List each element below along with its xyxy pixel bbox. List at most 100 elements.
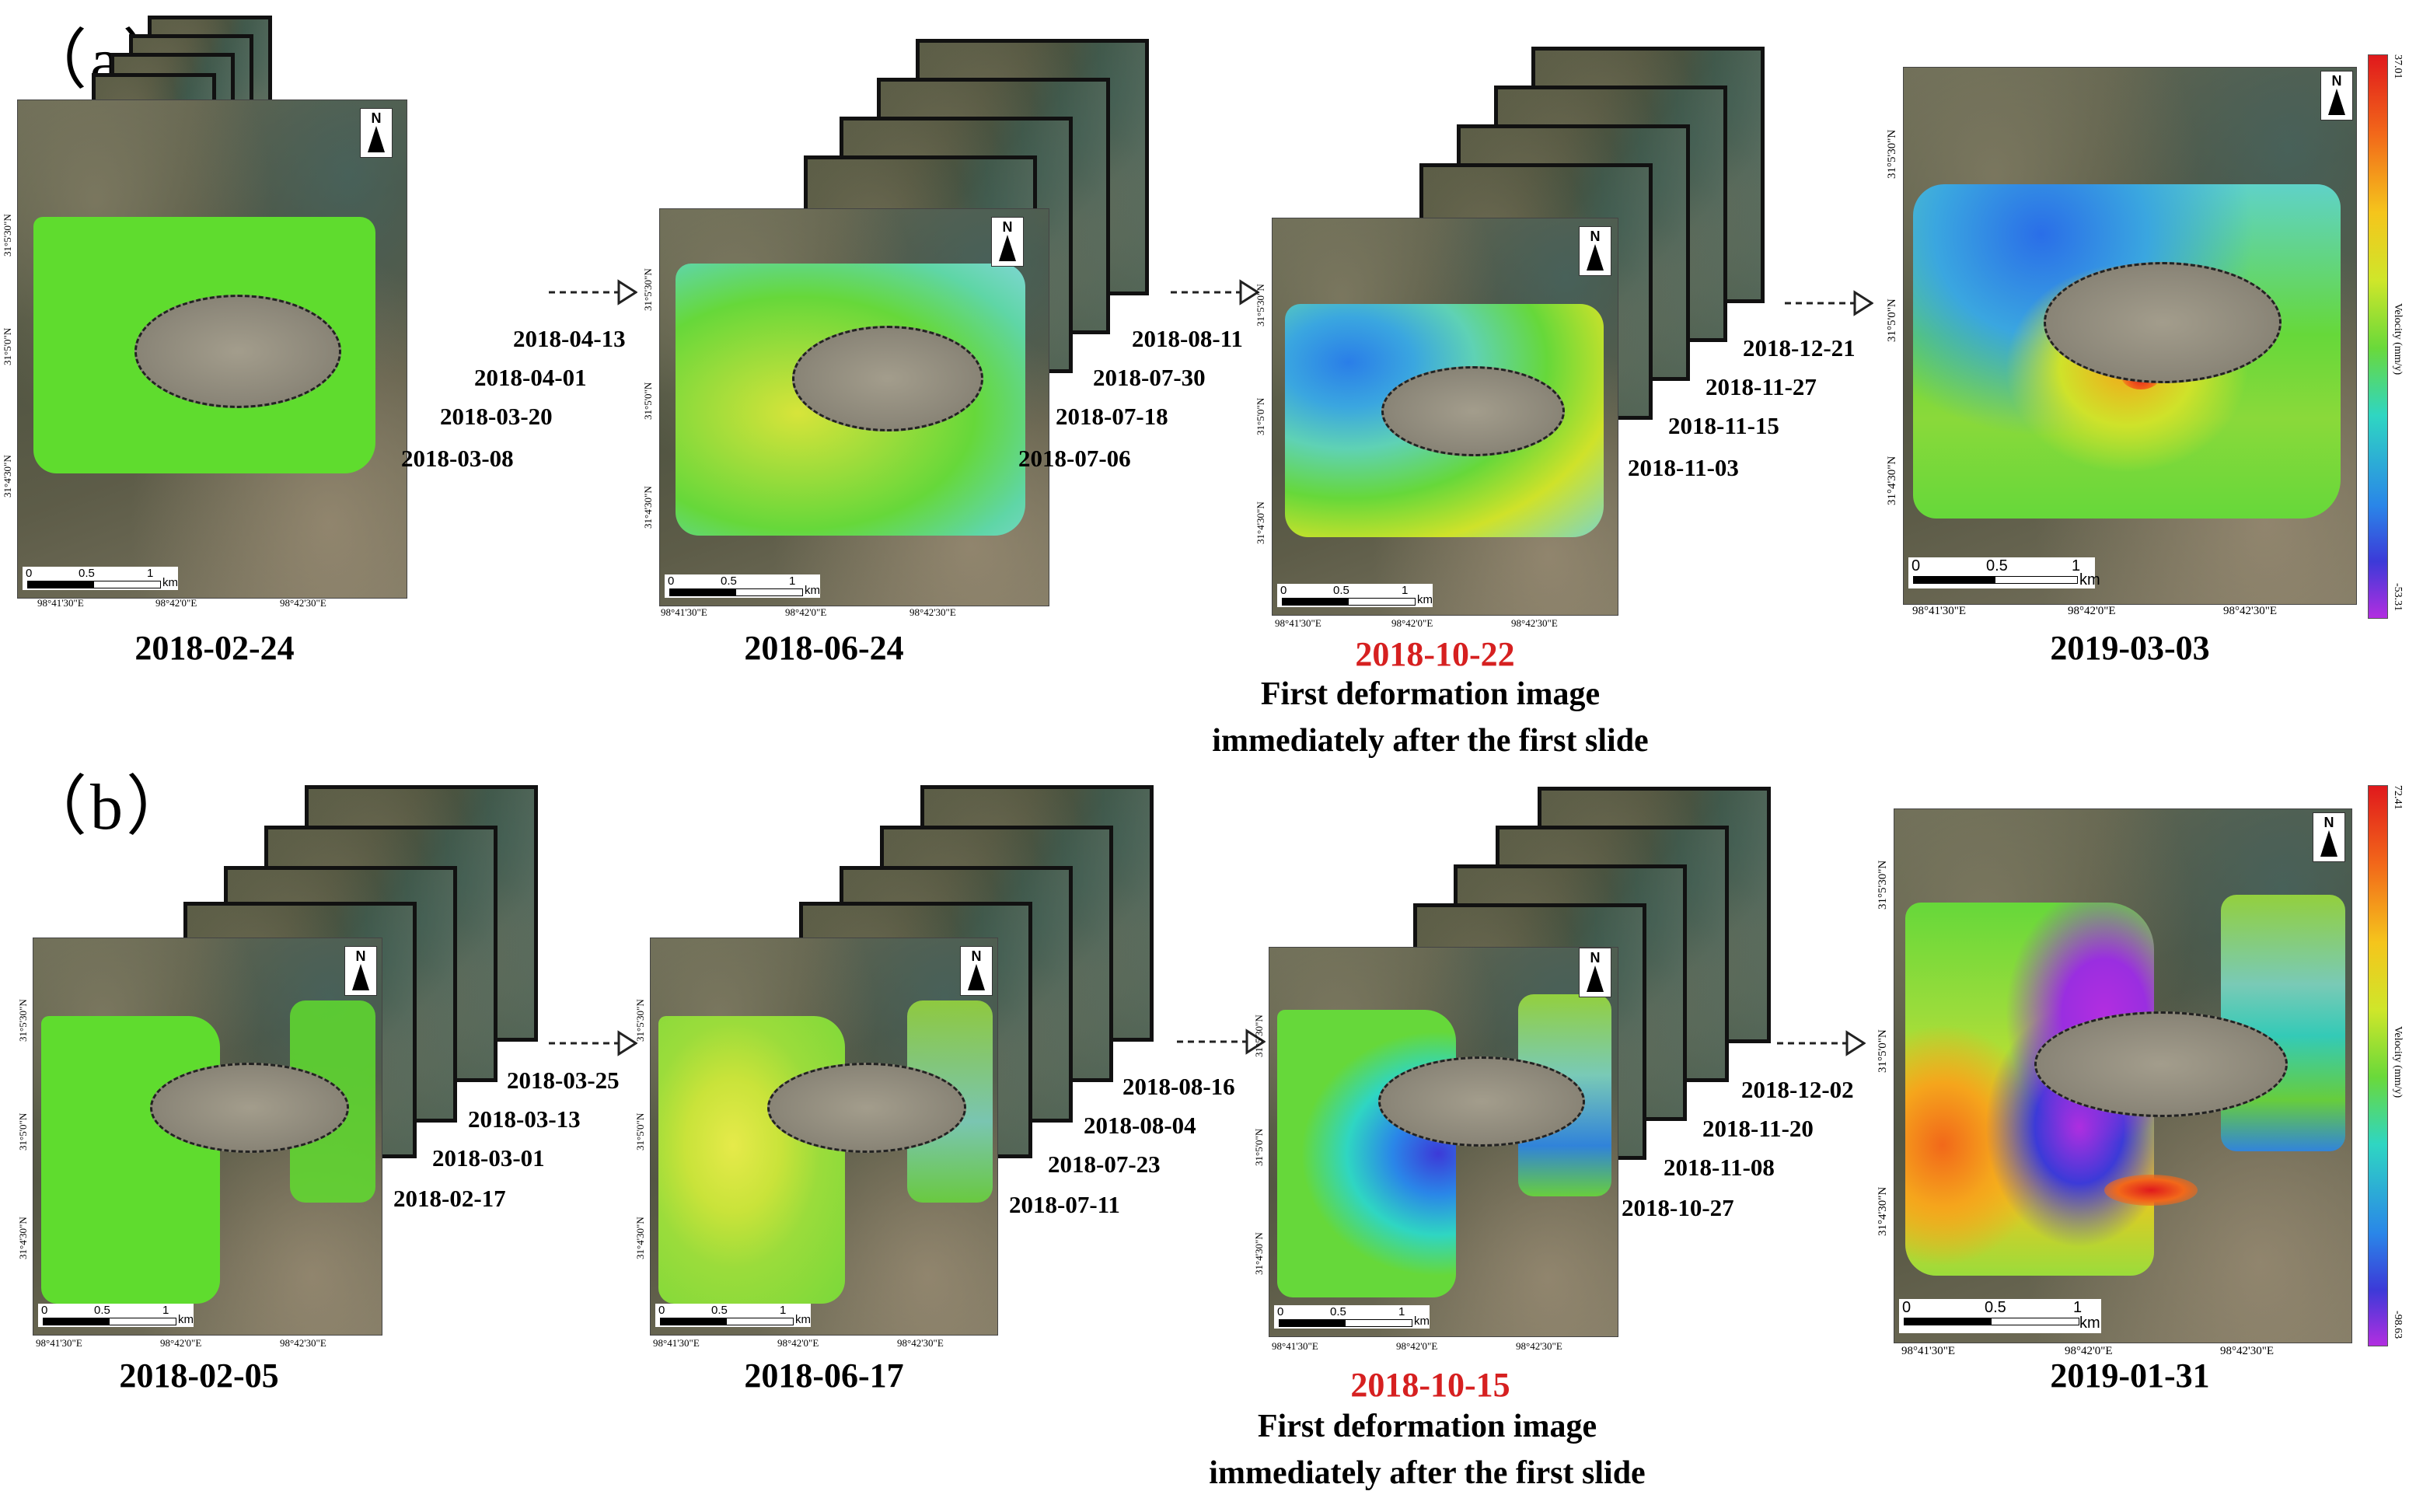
dashed-arrow-icon [549, 279, 637, 306]
lon-label: 98°42'0"E [1391, 617, 1433, 629]
deformation-map: N 0 0.5 1 km [33, 938, 382, 1336]
lon-label: 98°42'0"E [160, 1337, 202, 1349]
lat-label: 31°5'0"N [1886, 299, 1898, 342]
north-arrow-icon: N [2320, 71, 2353, 120]
landslide-boundary [1378, 1056, 1585, 1147]
lat-label: 31°4'30"N [1253, 1232, 1265, 1275]
lat-label: 31°5'0"N [634, 1112, 646, 1151]
deformation-hotspot [2104, 1175, 2198, 1206]
caption-line-2: immediately after the first slide [1212, 723, 1649, 759]
caption-line-1: First deformation image [1257, 1409, 1597, 1444]
landslide-boundary [2044, 262, 2282, 383]
lat-label: 31°5'30"N [1255, 284, 1266, 326]
map-date: 2019-01-31 [2050, 1357, 2210, 1395]
scale-bar: 0 0.5 1 km [23, 567, 178, 590]
colorbar-title: Velocity (mm/y) [2392, 303, 2404, 375]
lon-label: 98°42'30"E [1511, 617, 1558, 629]
deformation-map: N 0 0.5 1 km [1269, 947, 1618, 1337]
lon-label: 98°41'30"E [1912, 605, 1966, 617]
landslide-boundary [792, 326, 983, 431]
lat-label: 31°5'30"N [17, 999, 29, 1042]
stack-date: 2018-04-01 [474, 364, 587, 391]
stack-date: 2018-10-27 [1622, 1194, 1734, 1221]
map-date: 2018-06-17 [744, 1357, 904, 1395]
colorbar-min: -98.63 [2392, 1311, 2404, 1339]
deformation-map: N 0 0.5 1 km [1903, 67, 2357, 605]
lat-label: 31°5'0"N [1877, 1029, 1889, 1073]
stack-date: 2018-11-20 [1702, 1115, 1814, 1142]
lon-label: 98°42'0"E [2068, 605, 2116, 617]
panel-b-label: （b） [22, 771, 195, 843]
lon-label: 98°42'30"E [1516, 1340, 1562, 1352]
stack-date: 2018-03-20 [440, 403, 553, 430]
lon-label: 98°42'30"E [897, 1337, 944, 1349]
map-date: 2018-06-24 [744, 629, 904, 667]
landslide-boundary [1381, 366, 1565, 456]
lat-label: 31°5'30"N [634, 999, 646, 1042]
north-arrow-icon: N [344, 946, 377, 996]
scale-bar: 0 0.5 1 km [1908, 557, 2100, 588]
lat-label: 31°4'30"N [1877, 1186, 1889, 1236]
landslide-boundary [150, 1063, 349, 1153]
stack-date: 2018-08-11 [1132, 325, 1243, 352]
lon-label: 98°42'0"E [2065, 1345, 2113, 1357]
colorbar-title: Velocity (mm/y) [2392, 1026, 2404, 1098]
lat-label: 31°4'30"N [634, 1217, 646, 1259]
north-arrow-icon: N [960, 946, 993, 996]
stack-date: 2018-07-06 [1018, 445, 1131, 472]
stack-date: 2018-03-25 [507, 1067, 620, 1094]
lat-label: 31°5'0"N [17, 1112, 29, 1151]
scale-bar: 0 0.5 1 km [1277, 584, 1433, 607]
deformation-map: N 0 0.5 1 km [659, 208, 1049, 606]
deformation-map: N 0 0.5 1 km [1272, 218, 1618, 616]
map-date-highlight: 2018-10-15 [1350, 1366, 1510, 1404]
lat-label: 31°5'30"N [642, 268, 654, 311]
lon-label: 98°41'30"E [653, 1337, 700, 1349]
dashed-arrow-icon [1785, 290, 1873, 316]
lat-label: 31°5'0"N [642, 382, 654, 420]
stack-date: 2018-12-02 [1741, 1076, 1854, 1103]
dashed-arrow-icon [1171, 279, 1259, 306]
lat-label: 31°4'30"N [1886, 456, 1898, 505]
lat-label: 31°5'30"N [2, 214, 13, 257]
lon-label: 98°42'0"E [1396, 1340, 1438, 1352]
lon-label: 98°42'0"E [155, 597, 197, 609]
lat-label: 31°5'0"N [1255, 397, 1266, 435]
scale-bar: 0 0.5 1 km [665, 574, 820, 598]
map-date-highlight: 2018-10-22 [1355, 635, 1515, 673]
colorbar-max: 37.01 [2392, 54, 2404, 79]
lat-label: 31°5'0"N [2, 327, 13, 365]
lon-label: 98°41'30"E [1275, 617, 1321, 629]
lon-label: 98°42'0"E [785, 606, 827, 618]
colorbar-min: -53.31 [2392, 583, 2404, 612]
map-date: 2018-02-05 [119, 1357, 279, 1395]
stack-date: 2018-03-13 [468, 1105, 581, 1133]
lon-label: 98°42'30"E [280, 597, 326, 609]
lon-label: 98°41'30"E [37, 597, 84, 609]
colorbar-max: 72.41 [2392, 785, 2404, 810]
lon-label: 98°41'30"E [1272, 1340, 1318, 1352]
stack-date: 2018-07-18 [1056, 403, 1168, 430]
lat-label: 31°5'30"N [1886, 129, 1898, 179]
map-date: 2018-02-24 [134, 629, 295, 667]
stack-date: 2018-12-21 [1743, 334, 1856, 361]
dashed-arrow-icon [1777, 1030, 1866, 1056]
caption-line-1: First deformation image [1260, 676, 1601, 712]
velocity-colorbar [2368, 785, 2388, 1346]
north-arrow-icon: N [991, 217, 1024, 267]
north-arrow-icon: N [360, 108, 393, 158]
north-arrow-icon: N [2313, 812, 2345, 862]
stack-date: 2018-11-03 [1628, 454, 1739, 481]
lon-label: 98°41'30"E [1901, 1345, 1955, 1357]
lon-label: 98°42'30"E [2220, 1345, 2274, 1357]
stack-date: 2018-07-23 [1048, 1151, 1161, 1178]
stack-date: 2018-03-08 [401, 445, 514, 472]
lon-label: 98°42'30"E [280, 1337, 326, 1349]
lon-label: 98°42'0"E [777, 1337, 819, 1349]
stack-date: 2018-08-16 [1122, 1073, 1235, 1100]
landslide-boundary [134, 295, 341, 408]
deformation-area [658, 1016, 845, 1304]
scale-bar: 0 0.5 1 km [655, 1304, 811, 1327]
lon-label: 98°41'30"E [661, 606, 707, 618]
